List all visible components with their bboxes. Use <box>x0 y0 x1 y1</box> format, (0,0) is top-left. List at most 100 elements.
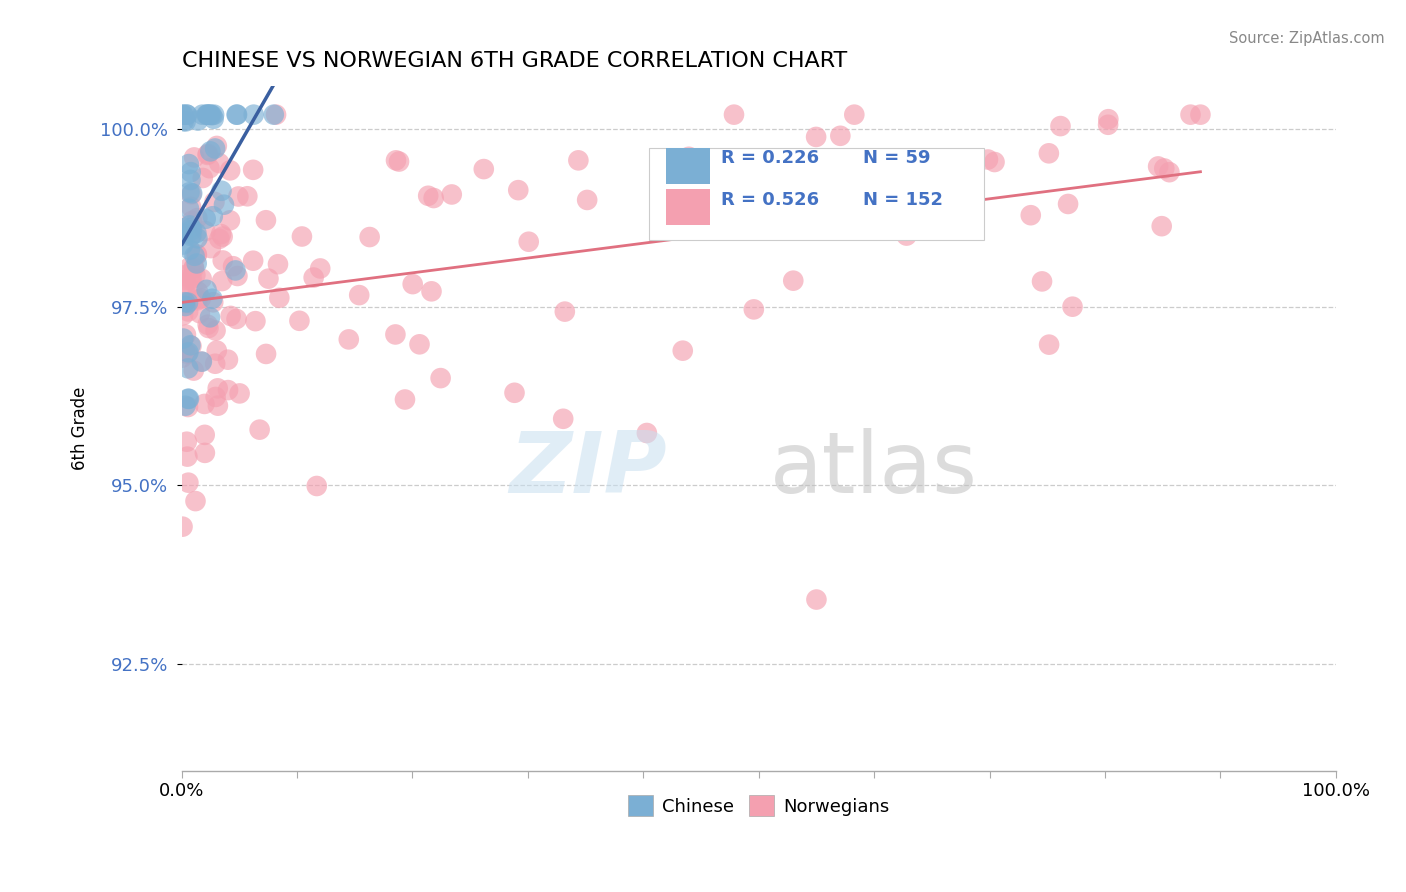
Point <box>201 108 224 122</box>
Point <box>176 108 198 122</box>
Point <box>172 308 194 322</box>
Point <box>197 108 219 122</box>
Point <box>305 479 328 493</box>
Point <box>208 156 231 170</box>
Point <box>190 271 212 285</box>
Point <box>183 150 205 164</box>
Point <box>440 187 463 202</box>
Point <box>187 113 209 128</box>
Point <box>172 237 194 252</box>
Point <box>517 235 540 249</box>
Point <box>219 163 242 178</box>
Point <box>225 108 247 122</box>
Point <box>1147 160 1170 174</box>
Point <box>1180 108 1202 122</box>
Point <box>337 332 360 346</box>
Point <box>384 327 406 342</box>
Point <box>188 306 211 320</box>
Point <box>190 354 212 368</box>
Point <box>977 153 1000 167</box>
Text: R = 0.226: R = 0.226 <box>721 150 818 168</box>
Point <box>983 155 1005 169</box>
Point <box>172 332 194 346</box>
Point <box>173 277 195 292</box>
Point <box>422 191 444 205</box>
Point <box>245 314 267 328</box>
Point <box>472 162 495 177</box>
Point <box>198 108 221 122</box>
Point <box>180 165 202 179</box>
Point <box>204 194 226 209</box>
Point <box>211 274 233 288</box>
Point <box>420 285 443 299</box>
Point <box>174 327 197 342</box>
Point <box>1019 208 1042 222</box>
Point <box>177 392 200 406</box>
Point <box>184 268 207 282</box>
Point <box>228 386 250 401</box>
Point <box>194 446 217 460</box>
Point <box>174 299 197 313</box>
Point <box>177 295 200 310</box>
Point <box>174 295 197 310</box>
Point <box>197 146 219 161</box>
Point <box>723 108 745 122</box>
Point <box>200 108 222 122</box>
Point <box>242 108 264 122</box>
Point <box>879 190 901 204</box>
Point <box>205 343 228 358</box>
Point <box>179 186 201 200</box>
Point <box>183 249 205 263</box>
Point <box>394 392 416 407</box>
Point <box>186 292 208 306</box>
Text: N = 152: N = 152 <box>863 191 942 209</box>
Point <box>842 179 865 194</box>
Point <box>844 108 866 122</box>
Point <box>204 390 226 404</box>
Point <box>567 153 589 168</box>
Point <box>202 112 225 126</box>
Point <box>197 318 219 332</box>
Point <box>179 260 201 274</box>
Point <box>173 295 195 310</box>
Point <box>179 219 201 233</box>
Point <box>1097 112 1119 127</box>
Point <box>263 108 285 122</box>
Point <box>1038 146 1060 161</box>
Point <box>181 223 204 237</box>
Point <box>176 347 198 361</box>
Point <box>222 259 245 273</box>
Point <box>683 216 706 230</box>
Point <box>1159 165 1181 179</box>
Text: ZIP: ZIP <box>509 428 666 511</box>
Point <box>1031 274 1053 288</box>
Point <box>202 108 225 122</box>
Point <box>179 243 201 257</box>
Point <box>347 288 370 302</box>
Point <box>554 304 576 318</box>
Point <box>302 270 325 285</box>
Bar <box>666 189 710 225</box>
Point <box>228 189 250 203</box>
Point <box>508 183 530 197</box>
Point <box>226 268 249 283</box>
Point <box>177 475 200 490</box>
Point <box>180 339 202 353</box>
Point <box>200 241 222 255</box>
Point <box>172 227 194 241</box>
Point <box>503 385 526 400</box>
Point <box>418 188 440 202</box>
Point <box>179 273 201 287</box>
Point <box>782 274 804 288</box>
Point <box>187 293 209 308</box>
Point <box>388 154 411 169</box>
Point <box>180 271 202 285</box>
Point <box>217 383 239 397</box>
Text: N = 59: N = 59 <box>863 150 931 168</box>
Point <box>211 253 233 268</box>
Point <box>201 292 224 306</box>
Point <box>204 357 226 371</box>
Point <box>197 108 219 122</box>
Point <box>183 363 205 377</box>
Point <box>177 345 200 359</box>
